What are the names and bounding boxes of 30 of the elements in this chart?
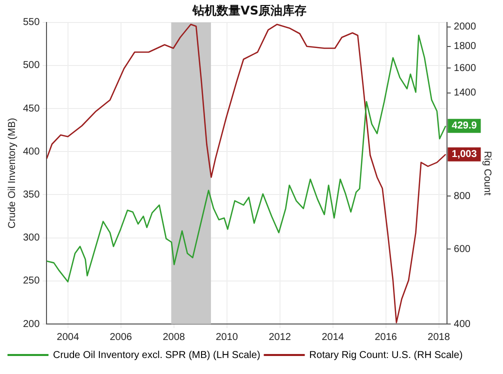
y-axis-title: Crude Oil Inventory (MB): [6, 118, 18, 228]
x-tick-label: 2010: [216, 332, 238, 343]
y2-tick-label: 600: [454, 244, 471, 255]
y-tick-label: 350: [22, 189, 40, 200]
x-tick-label: 2004: [56, 332, 80, 343]
x-tick-label: 2006: [110, 332, 132, 343]
y-tick-label: 500: [22, 60, 40, 72]
x-tick-label: 2018: [428, 332, 450, 343]
y2-tick-label: 1600: [454, 62, 476, 74]
x-tick-label: 2008: [162, 332, 186, 343]
legend-label: Rotary Rig Count: U.S. (RH Scale): [309, 350, 463, 361]
y2-tick-label: 400: [454, 318, 471, 330]
y-tick-label: 450: [22, 103, 40, 114]
y-tick-label: 400: [22, 146, 40, 158]
legend-label: Crude Oil Inventory excl. SPR (MB) (LH Scale): [53, 350, 260, 361]
y2-tick-label: 1800: [454, 41, 476, 52]
chart-title: 钻机数量VS原油库存: [192, 3, 306, 18]
y2-tick-label: 2000: [454, 22, 476, 33]
y-tick-label: 550: [22, 17, 40, 28]
data-label: 429.9: [452, 120, 478, 132]
y2-tick-label: 1400: [454, 88, 476, 99]
x-tick-label: 2014: [322, 332, 344, 343]
y2-tick-label: 800: [454, 190, 471, 202]
x-tick-label: 2012: [268, 332, 292, 343]
y-tick-label: 200: [22, 318, 40, 330]
data-label: 1,003: [452, 149, 478, 160]
y-tick-label: 300: [22, 232, 40, 244]
y-tick-label: 250: [22, 276, 40, 287]
x-tick-label: 2016: [374, 332, 398, 343]
y2-axis-title: Rig Count: [481, 150, 492, 196]
